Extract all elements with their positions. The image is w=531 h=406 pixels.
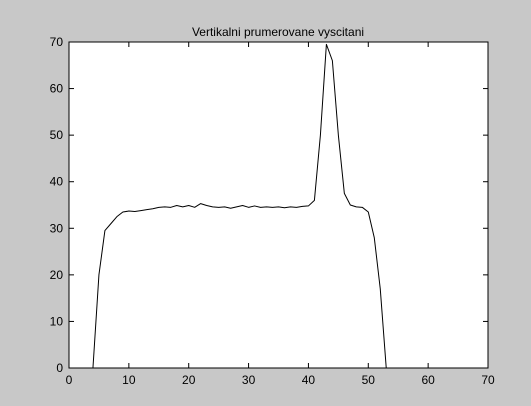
plot-area [68,41,489,369]
x-tick-label: 10 [122,373,136,387]
y-tick-label: 20 [50,268,64,282]
x-axis: 0 10 20 30 40 50 60 70 [66,42,495,387]
y-tick-label: 60 [50,82,64,96]
x-tick-label: 50 [362,373,376,387]
y-tick-label: 50 [50,128,64,142]
x-tick-label: 70 [481,373,495,387]
y-tick-label: 70 [50,35,64,49]
x-tick-label: 40 [302,373,316,387]
y-tick-label: 40 [50,175,64,189]
x-tick-label: 20 [182,373,196,387]
x-tick-label: 60 [421,373,435,387]
y-axis: 0 10 20 30 40 50 60 70 [50,35,488,375]
x-tick-label: 0 [66,373,73,387]
y-tick-label: 10 [50,314,64,328]
chart-title: Vertikalni prumerovane vyscitani [192,25,364,39]
x-tick-label: 30 [242,373,256,387]
series-line-0 [92,43,387,369]
series-layer [92,43,387,369]
y-tick-label: 0 [56,361,63,375]
y-tick-label: 30 [50,221,64,235]
